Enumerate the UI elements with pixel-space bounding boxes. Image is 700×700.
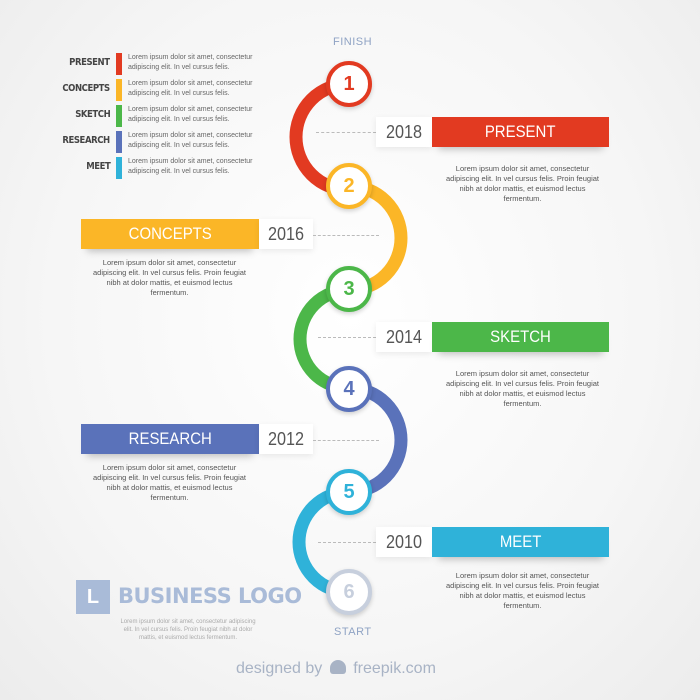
logo-mark: L: [76, 580, 110, 614]
milestone-title-ribbon: PRESENT: [432, 117, 609, 147]
legend-color-bar: [116, 79, 122, 101]
legend-text: Lorem ipsum dolor sit amet, consectetur …: [128, 106, 253, 123]
milestone-title: SKETCH: [490, 327, 551, 346]
milestone-title: PRESENT: [485, 122, 556, 141]
year-box: 2012: [259, 424, 313, 454]
legend-item-meet: MEET Lorem ipsum dolor sit amet, consect…: [60, 157, 280, 179]
legend-label: PRESENT: [69, 57, 111, 68]
legend-label: MEET: [85, 161, 111, 172]
logo-description: Lorem ipsum dolor sit amet, consectetur …: [120, 619, 256, 641]
milestone-title-ribbon: SKETCH: [432, 322, 609, 352]
year-box: 2018: [376, 117, 432, 147]
freepik-logo-icon: [329, 660, 346, 674]
year-box: 2014: [376, 322, 432, 352]
legend-color-bar: [116, 157, 122, 179]
milestone-title-ribbon: RESEARCH: [81, 424, 259, 454]
legend-color-bar: [116, 105, 122, 127]
connector-dash: [318, 542, 376, 543]
milestone-title: CONCEPTS: [128, 224, 212, 243]
connector-dash: [318, 337, 376, 338]
year-box: 2016: [259, 219, 313, 249]
credit-prefix: designed by: [236, 660, 323, 677]
milestone-title: MEET: [499, 532, 542, 551]
connector-dash: [313, 440, 379, 441]
timeline-node-5: 5: [326, 469, 372, 515]
year-label: 2016: [267, 224, 305, 244]
year-label: 2012: [267, 429, 305, 449]
logo-letter: L: [86, 586, 100, 608]
milestone-description: Lorem ipsum dolor sit amet, consectetur …: [446, 571, 599, 610]
legend-label: SKETCH: [74, 109, 111, 120]
legend-item-sketch: SKETCH Lorem ipsum dolor sit amet, conse…: [60, 105, 280, 127]
legend-label: RESEARCH: [62, 135, 111, 146]
legend-item-concepts: CONCEPTS Lorem ipsum dolor sit amet, con…: [60, 79, 280, 101]
legend-item-research: RESEARCH Lorem ipsum dolor sit amet, con…: [60, 131, 280, 153]
milestone-description: Lorem ipsum dolor sit amet, consectetur …: [446, 164, 599, 203]
legend-text: Lorem ipsum dolor sit amet, consectetur …: [128, 158, 253, 175]
logo-name: BUSINESS LOGO: [118, 584, 302, 608]
legend-color-bar: [116, 53, 122, 75]
milestone-title: RESEARCH: [128, 429, 212, 448]
legend-text: Lorem ipsum dolor sit amet, consectetur …: [128, 132, 253, 149]
timeline-node-4: 4: [326, 366, 372, 412]
legend-item-present: PRESENT Lorem ipsum dolor sit amet, cons…: [60, 53, 280, 75]
year-label: 2018: [385, 122, 423, 142]
start-label: START: [334, 626, 372, 638]
legend-color-bar: [116, 131, 122, 153]
finish-label: FINISH: [333, 36, 373, 48]
milestone-description: Lorem ipsum dolor sit amet, consectetur …: [93, 463, 246, 502]
connector-dash: [316, 132, 376, 133]
legend-text: Lorem ipsum dolor sit amet, consectetur …: [128, 54, 253, 71]
milestone-title-ribbon: MEET: [432, 527, 609, 557]
timeline-node-1: 1: [326, 61, 372, 107]
timeline-node-6: 6: [326, 569, 372, 615]
milestone-description: Lorem ipsum dolor sit amet, consectetur …: [446, 369, 599, 408]
legend-text: Lorem ipsum dolor sit amet, consectetur …: [128, 80, 253, 97]
year-label: 2010: [385, 532, 423, 552]
credit-line: designed by freepik.com: [236, 660, 436, 678]
credit-brand: freepik.com: [353, 660, 436, 677]
timeline-node-2: 2: [326, 163, 372, 209]
timeline-node-3: 3: [326, 266, 372, 312]
milestone-title-ribbon: CONCEPTS: [81, 219, 259, 249]
year-box: 2010: [376, 527, 432, 557]
legend-label: CONCEPTS: [62, 83, 111, 94]
year-label: 2014: [385, 327, 423, 347]
milestone-description: Lorem ipsum dolor sit amet, consectetur …: [93, 258, 246, 297]
connector-dash: [313, 235, 379, 236]
